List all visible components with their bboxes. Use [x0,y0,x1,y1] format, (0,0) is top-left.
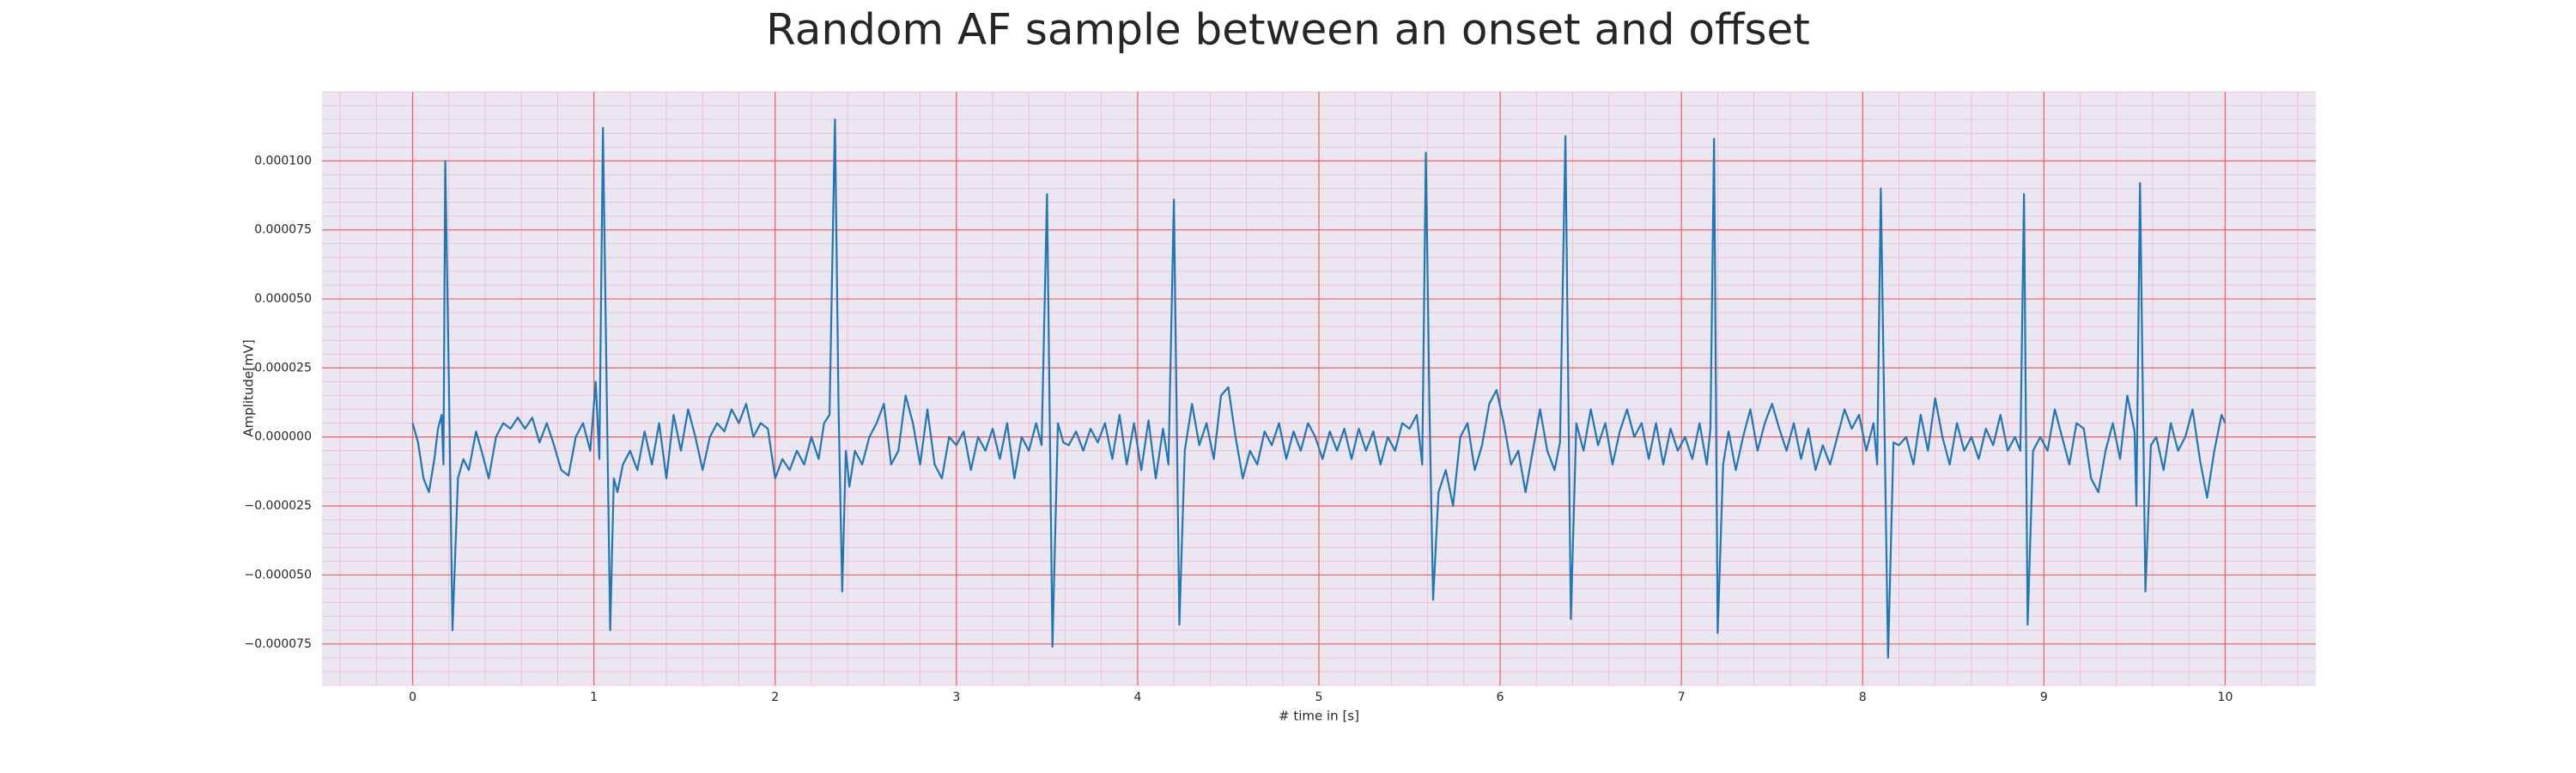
x-tick-label: 10 [2218,691,2233,704]
x-tick-label: 1 [590,691,598,704]
y-tick-label: 0.000000 [254,430,312,444]
chart-title: Random AF sample between an onset and of… [766,5,1810,55]
y-axis-label: Amplitude[mV] [241,339,257,436]
y-tick-label: 0.000025 [254,361,312,374]
x-tick-label: 2 [771,691,779,704]
y-tick-label: 0.000050 [254,292,312,306]
y-tick-label: 0.000075 [254,223,312,237]
x-tick-label: 8 [1859,691,1867,704]
x-tick-label: 9 [2040,691,2048,704]
x-tick-label: 4 [1133,691,1141,704]
x-tick-label: 6 [1497,691,1504,704]
x-tick-label: 7 [1678,691,1686,704]
y-tick-label: −0.000075 [244,637,312,651]
x-axis-label: # time in [s] [1279,709,1359,724]
line [411,119,2227,659]
x-tick-label: 3 [952,691,960,704]
y-tick-label: −0.000050 [244,568,312,581]
grid [322,91,2316,686]
x-tick-label: 5 [1315,691,1323,704]
y-tick-label: 0.000100 [254,154,312,167]
y-tick-label: −0.000025 [244,499,312,513]
x-tick-label: 0 [409,691,416,704]
